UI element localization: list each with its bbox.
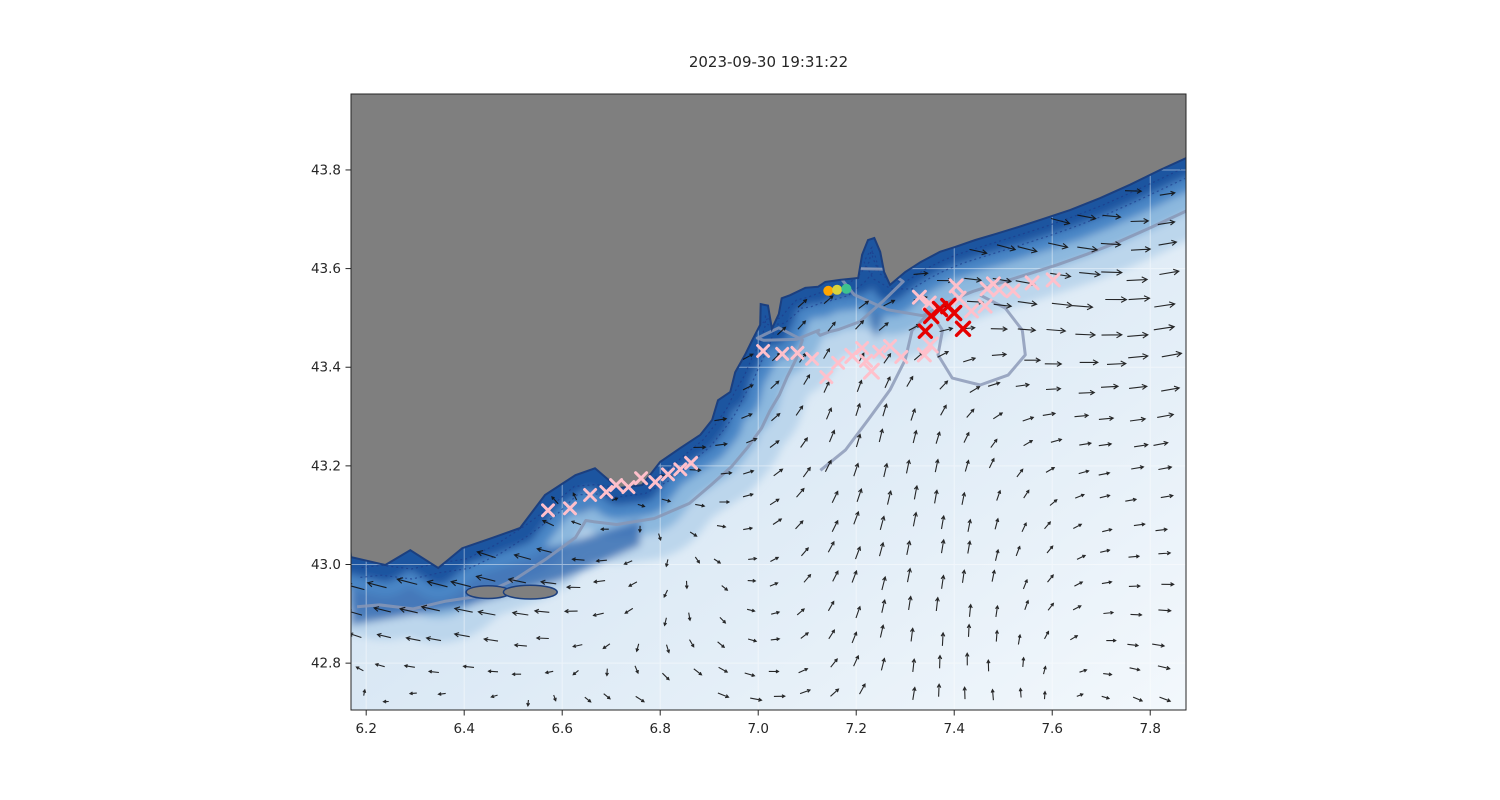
isobath-dashed-outer [360,177,1186,580]
drifter-x-pink [855,341,870,355]
y-tick-label: 43.8 [311,162,341,178]
plot-title: 2023-09-30 19:31:22 [688,53,849,71]
drifter-x-pink [862,362,880,380]
x-tick-label: 6.8 [649,721,670,737]
x-tick-label: 7.8 [1139,721,1160,737]
drifter-x-pink [621,480,636,495]
x-tick-label: 7.4 [943,721,964,737]
drifter-x-pink [648,475,663,490]
y-tick-label: 42.8 [311,656,341,672]
drifter-x-red [954,320,972,337]
drifter-x-pink [1024,275,1040,291]
y-tick-label: 43.2 [311,458,341,474]
axes: 6.2 6.4 6.6 6.8 7.0 7.2 7.4 7.6 7.8 42.8 43.0 43.2 4… [311,93,1187,737]
drifter-x-pink [599,485,614,499]
drifter-x-pink [563,501,577,516]
x-tick-label: 6.6 [551,721,572,737]
x-tick-label: 7.6 [1041,721,1062,737]
drifter-x-pink [951,290,967,306]
drifter-x-pink [541,503,555,518]
drifter-x-pink [805,351,820,366]
release-point [832,284,843,295]
island [502,584,558,600]
drifter-x-pink [921,336,939,354]
drifter-x-pink [775,346,790,361]
canyon-contour [819,293,1027,472]
drifter-x-red [946,304,963,322]
drifter-x-pink [991,282,1007,298]
drifter-x-pink [634,471,649,486]
drifter-x-pink [859,353,873,368]
x-tick-label: 7.2 [845,721,866,737]
y-tick-label: 43.0 [311,557,341,573]
y-tick-label: 43.4 [311,360,341,376]
drifter-x-pink [872,344,887,359]
drifter-x-pink [673,462,688,477]
x-tick-label: 6.4 [453,721,474,737]
drifter-x-pink [583,488,598,502]
current-quiver [351,188,1183,707]
map-layers [351,94,1186,710]
drifter-x-red [917,323,933,339]
drifter-x-pink [963,303,979,319]
drifter-x-pink [911,289,927,305]
drifter-x-red [931,300,949,318]
release-point [823,285,834,296]
drifter-x-pink [921,295,937,311]
drifter-x-pink [1045,272,1061,288]
drifter-x-pink [977,298,993,314]
drifter-x-pink [948,278,964,294]
plot-border [350,93,1187,711]
x-tick-label: 7.0 [747,721,768,737]
drifter-x-pink [684,455,699,470]
land [351,94,1186,570]
drifter-x-pink [883,339,897,353]
drifter-x-pink [831,355,846,370]
drifter-x-pink [790,345,805,360]
drifter-x-pink [819,370,834,385]
x-tick-label: 6.2 [355,721,376,737]
drifter-x-pink [1005,283,1021,299]
shelf-contour [356,209,1186,611]
drifter-x-pink [756,344,771,358]
release-point [841,283,852,294]
y-tick-label: 43.6 [311,261,341,277]
drifter-x-pink [894,349,909,364]
drifter-x-pink [661,467,675,482]
drifter-x-pink [609,478,624,493]
drifter-x-pink [916,347,932,363]
